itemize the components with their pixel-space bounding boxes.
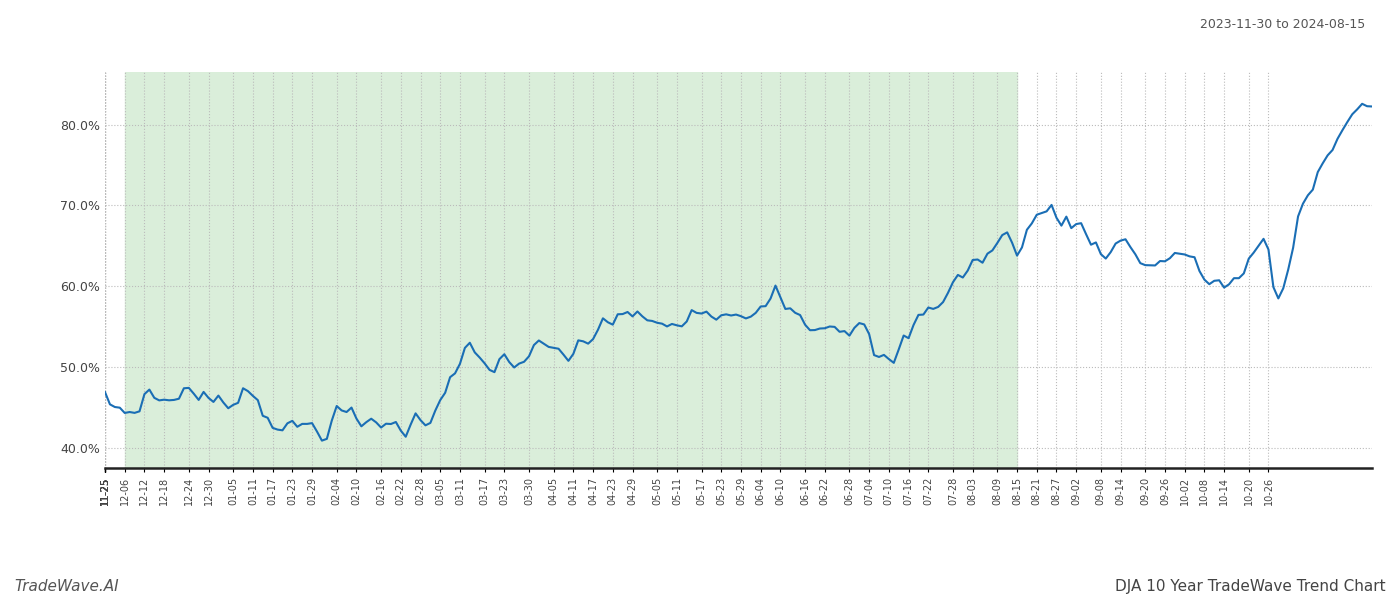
Text: 2023-11-30 to 2024-08-15: 2023-11-30 to 2024-08-15 xyxy=(1200,18,1365,31)
Text: DJA 10 Year TradeWave Trend Chart: DJA 10 Year TradeWave Trend Chart xyxy=(1116,579,1386,594)
Bar xyxy=(125,72,1016,468)
Text: TradeWave.AI: TradeWave.AI xyxy=(14,579,119,594)
